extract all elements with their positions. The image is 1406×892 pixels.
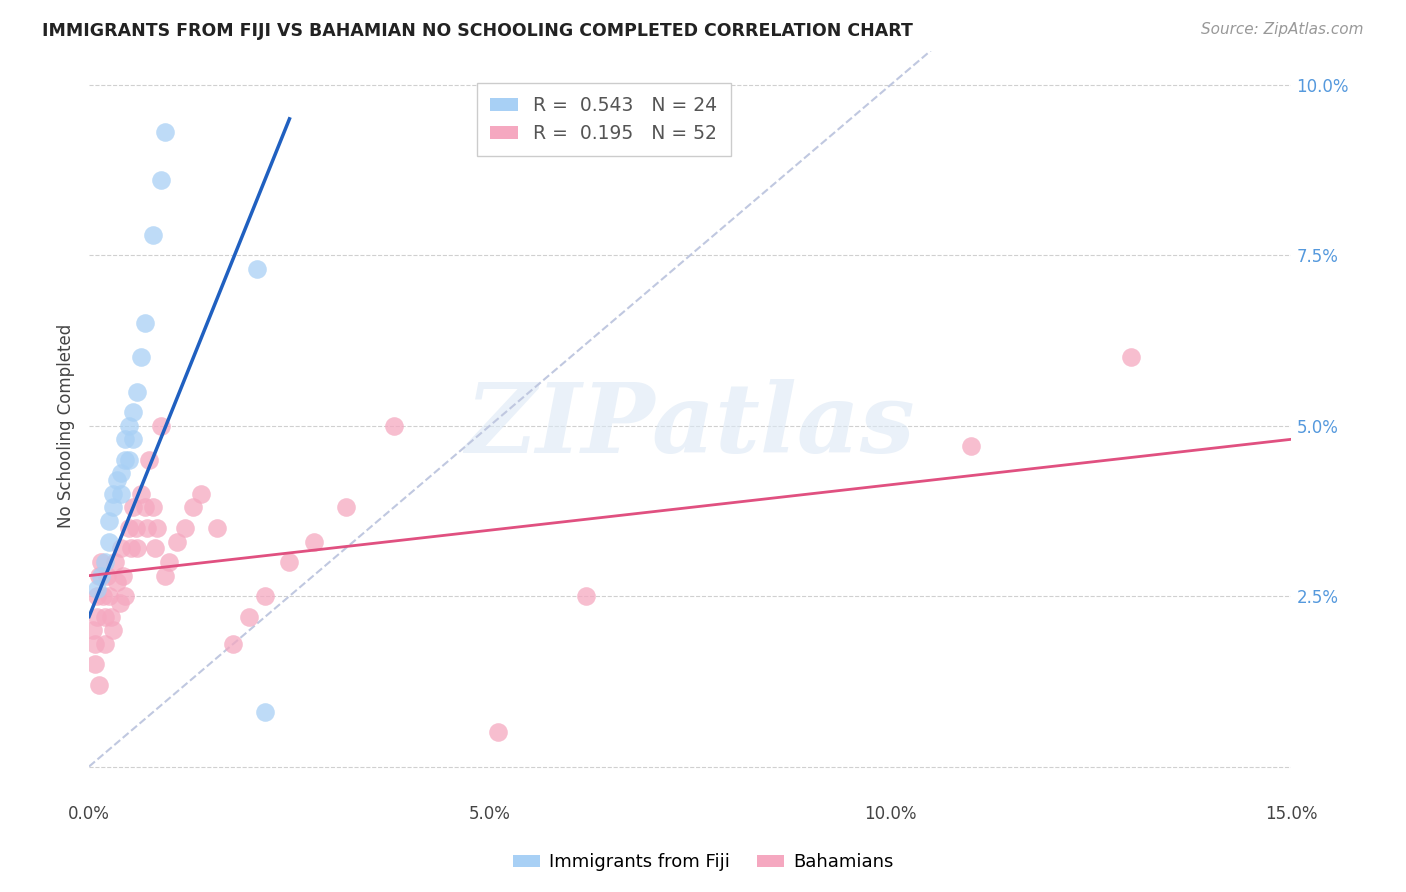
Point [138, 452, 160, 467]
Point [190, 487, 212, 501]
Point [101, 623, 124, 637]
Point [254, 705, 277, 719]
Point [118, 452, 141, 467]
Point [110, 487, 132, 501]
Y-axis label: No Schooling Completed: No Schooling Completed [58, 324, 75, 528]
Point [143, 541, 166, 556]
Point [98, 534, 121, 549]
Point [120, 541, 142, 556]
Text: IMMIGRANTS FROM FIJI VS BAHAMIAN NO SCHOOLING COMPLETED CORRELATION CHART: IMMIGRANTS FROM FIJI VS BAHAMIAN NO SCHO… [42, 22, 912, 40]
Point [108, 596, 131, 610]
Point [101, 500, 124, 515]
Point [254, 589, 277, 603]
Point [181, 500, 204, 515]
Point [129, 351, 152, 365]
Point [104, 555, 127, 569]
Point [101, 487, 124, 501]
Point [174, 521, 197, 535]
Point [150, 173, 173, 187]
Text: ZIPatlas: ZIPatlas [465, 378, 915, 473]
Point [382, 418, 405, 433]
Point [486, 725, 509, 739]
Point [84, 657, 107, 672]
Point [114, 452, 136, 467]
Point [82, 623, 104, 637]
Point [129, 487, 152, 501]
Point [110, 541, 132, 556]
Point [94, 637, 117, 651]
Point [94, 555, 117, 569]
Point [105, 575, 128, 590]
Point [90, 555, 112, 569]
Point [118, 418, 141, 433]
Point [155, 568, 177, 582]
Point [135, 521, 157, 535]
Point [98, 514, 121, 528]
Point [238, 609, 260, 624]
Point [142, 500, 165, 515]
Point [114, 589, 136, 603]
Point [150, 418, 173, 433]
Point [575, 589, 598, 603]
Point [111, 568, 134, 582]
Point [86, 609, 108, 624]
Legend: R =  0.543   N = 24, R =  0.195   N = 52: R = 0.543 N = 24, R = 0.195 N = 52 [477, 83, 731, 156]
Point [302, 534, 325, 549]
Point [90, 568, 112, 582]
Point [146, 521, 169, 535]
Point [142, 227, 165, 242]
Point [122, 432, 145, 446]
Point [207, 521, 229, 535]
Point [98, 589, 121, 603]
Point [335, 500, 357, 515]
Point [134, 317, 156, 331]
Point [278, 555, 301, 569]
Point [114, 432, 136, 446]
Point [222, 637, 245, 651]
Point [105, 473, 128, 487]
Point [93, 589, 115, 603]
Point [166, 534, 188, 549]
Point [127, 541, 149, 556]
Point [1121, 351, 1143, 365]
Point [86, 589, 108, 603]
Point [134, 500, 156, 515]
Point [94, 609, 117, 624]
Legend: Immigrants from Fiji, Bahamians: Immigrants from Fiji, Bahamians [506, 847, 900, 879]
Point [155, 126, 177, 140]
Point [100, 609, 122, 624]
Text: Source: ZipAtlas.com: Source: ZipAtlas.com [1201, 22, 1364, 37]
Point [118, 521, 141, 535]
Point [89, 678, 111, 692]
Point [122, 405, 145, 419]
Point [110, 467, 132, 481]
Point [124, 521, 146, 535]
Point [122, 500, 145, 515]
Point [96, 568, 118, 582]
Point [127, 384, 149, 399]
Point [87, 568, 110, 582]
Point [83, 637, 105, 651]
Point [157, 555, 180, 569]
Point [959, 439, 981, 453]
Point [246, 261, 269, 276]
Point [86, 582, 108, 597]
